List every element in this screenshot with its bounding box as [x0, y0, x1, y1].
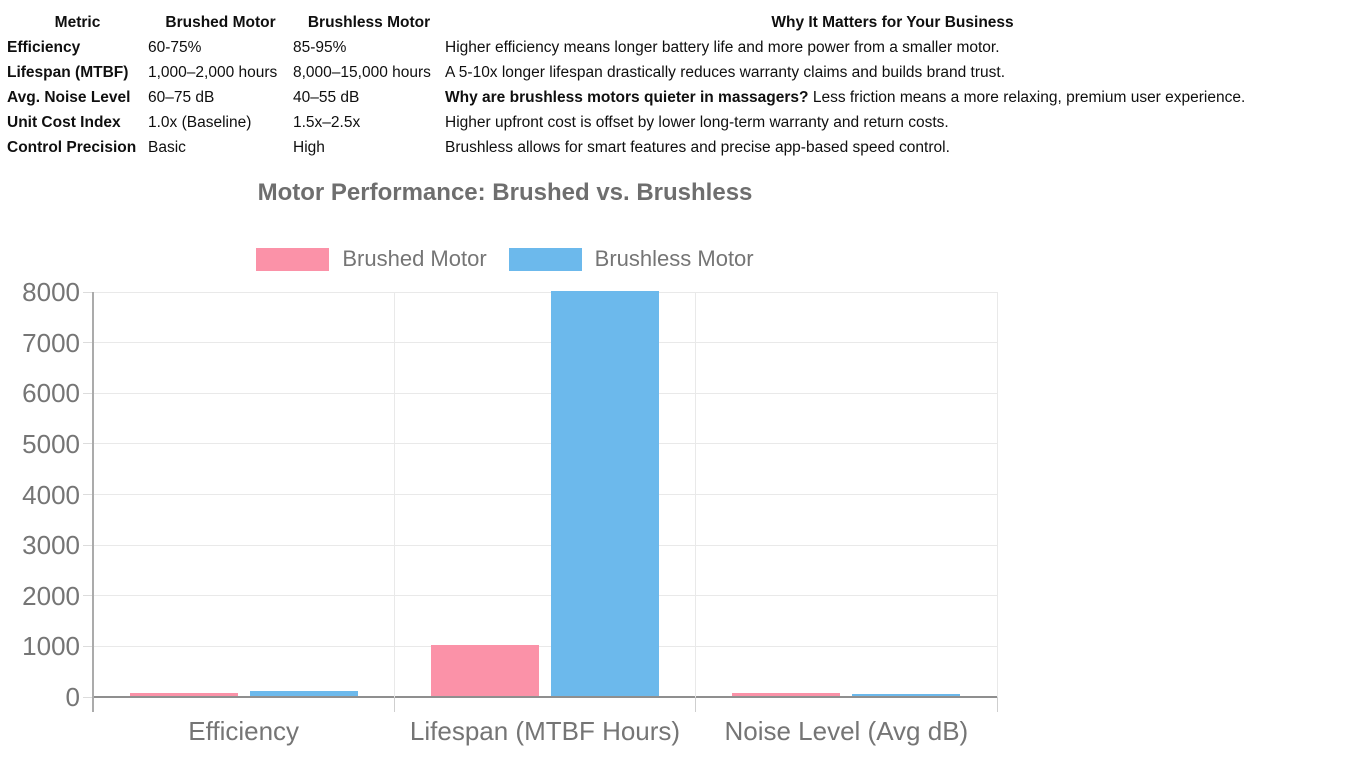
- h-gridline: [93, 544, 997, 546]
- legend-item-brushless-motor[interactable]: Brushless Motor: [508, 246, 754, 272]
- bar-brushless-motor-efficiency[interactable]: [249, 691, 358, 696]
- bar-brushed-motor-lifespan-mtbf-hours[interactable]: [431, 645, 539, 696]
- cell-metric: Control Precision: [7, 139, 137, 156]
- y-tick-label: 5000: [22, 428, 80, 459]
- why-text: Higher efficiency means longer battery l…: [445, 39, 1000, 56]
- bar-brushless-motor-lifespan-mtbf-hours[interactable]: [551, 291, 659, 696]
- v-gridline: [393, 292, 395, 697]
- x-tick-icon: [393, 697, 395, 712]
- cell-why: Higher upfront cost is offset by lower l…: [445, 110, 1340, 135]
- table-row: Unit Cost Index 1.0x (Baseline) 1.5x–2.5…: [7, 110, 1340, 135]
- cell-why: A 5-10x longer lifespan drastically redu…: [445, 60, 1340, 85]
- why-text: Less friction means a more relaxing, pre…: [808, 89, 1246, 106]
- y-tick-icon: [83, 291, 93, 293]
- cell-brushed: 60-75%: [148, 39, 202, 56]
- cell-metric: Unit Cost Index: [7, 114, 121, 131]
- cell-brushless: 8,000–15,000 hours: [293, 64, 431, 81]
- h-gridline: [93, 342, 997, 344]
- v-gridline: [695, 292, 697, 697]
- y-tick-label: 6000: [22, 378, 80, 409]
- cell-brushless: High: [293, 139, 325, 156]
- x-tick-label: Efficiency: [188, 716, 300, 746]
- legend-label-brushed: Brushed Motor: [342, 246, 487, 271]
- cell-brushed: 1,000–2,000 hours: [148, 64, 278, 81]
- cell-metric: Efficiency: [7, 39, 81, 56]
- y-tick-label: 3000: [22, 530, 80, 561]
- cell-metric: Avg. Noise Level: [7, 89, 131, 106]
- cell-brushed: 1.0x (Baseline): [148, 114, 252, 131]
- cell-metric: Lifespan (MTBF): [7, 64, 129, 81]
- chart-title: Motor Performance: Brushed vs. Brushless: [257, 179, 753, 206]
- y-tick-icon: [83, 696, 93, 698]
- y-tick-icon: [83, 342, 93, 344]
- y-tick-icon: [83, 595, 93, 597]
- col-header-brushed: Brushed Motor: [165, 14, 276, 31]
- cell-brushless: 85-95%: [293, 39, 347, 56]
- bar-brushed-motor-efficiency[interactable]: [129, 692, 238, 696]
- h-gridline: [93, 494, 997, 495]
- bar-brushed-motor-noise-level-avg-db[interactable]: [732, 692, 841, 696]
- h-gridline: [93, 645, 997, 647]
- comparison-table: Metric Brushed Motor Brushless Motor Why…: [7, 10, 1340, 160]
- x-tick-icon: [695, 697, 697, 712]
- why-text: Higher upfront cost is offset by lower l…: [445, 114, 949, 131]
- y-tick-label: 7000: [22, 327, 80, 358]
- col-header-why: Why It Matters for Your Business: [771, 14, 1014, 31]
- x-tick-label: Noise Level (Avg dB): [724, 716, 969, 746]
- x-tick-icon: [996, 697, 998, 712]
- col-header-brushless: Brushless Motor: [307, 14, 431, 31]
- col-header-metric: Metric: [54, 14, 101, 31]
- legend-item-brushed-motor[interactable]: Brushed Motor: [256, 246, 487, 272]
- cell-brushless: 1.5x–2.5x: [293, 114, 361, 131]
- cell-why: Why are brushless motors quieter in mass…: [445, 85, 1340, 110]
- table-row: Control Precision Basic High Brushless a…: [7, 135, 1340, 160]
- y-tick-label: 4000: [22, 479, 80, 510]
- why-bold-text: Why are brushless motors quieter in mass…: [445, 89, 809, 106]
- table-row: Efficiency 60-75% 85-95% Higher efficien…: [7, 35, 1340, 60]
- y-tick-icon: [83, 392, 93, 394]
- y-tick-icon: [83, 645, 93, 647]
- h-gridline: [93, 443, 997, 445]
- cell-why: Higher efficiency means longer battery l…: [445, 35, 1340, 60]
- legend-label-brushless: Brushless Motor: [594, 246, 754, 271]
- y-tick-icon: [83, 443, 93, 445]
- h-gridline: [93, 595, 997, 597]
- cell-brushless: 40–55 dB: [293, 89, 360, 106]
- y-tick-label: 0: [65, 682, 80, 712]
- y-tick-label: 1000: [22, 631, 80, 662]
- legend-swatch-brushed-icon: [256, 247, 330, 271]
- zero-gridline: [93, 696, 997, 698]
- h-gridline: [93, 392, 997, 394]
- y-tick-icon: [83, 494, 93, 495]
- cell-brushed: 60–75 dB: [148, 89, 215, 106]
- cell-why: Brushless allows for smart features and …: [445, 135, 1340, 160]
- table-header-row: Metric Brushed Motor Brushless Motor Why…: [7, 10, 1340, 35]
- h-gridline: [93, 291, 997, 293]
- y-tick-label: 2000: [22, 580, 80, 611]
- cell-brushed: Basic: [148, 139, 186, 156]
- why-text: Brushless allows for smart features and …: [445, 139, 950, 156]
- legend-swatch-brushless-icon: [508, 247, 582, 271]
- why-text: A 5-10x longer lifespan drastically redu…: [445, 64, 1005, 81]
- y-tick-label: 8000: [22, 277, 80, 307]
- chart-legend: Brushed Motor Brushless Motor: [0, 246, 1010, 272]
- y-tick-icon: [83, 544, 93, 546]
- v-gridline: [996, 292, 998, 697]
- bar-brushless-motor-noise-level-avg-db[interactable]: [852, 693, 961, 696]
- table-row: Avg. Noise Level 60–75 dB 40–55 dB Why a…: [7, 85, 1340, 110]
- table-row: Lifespan (MTBF) 1,000–2,000 hours 8,000–…: [7, 60, 1340, 85]
- x-tick-label: Lifespan (MTBF Hours): [409, 716, 681, 746]
- y-axis-line: [92, 292, 94, 712]
